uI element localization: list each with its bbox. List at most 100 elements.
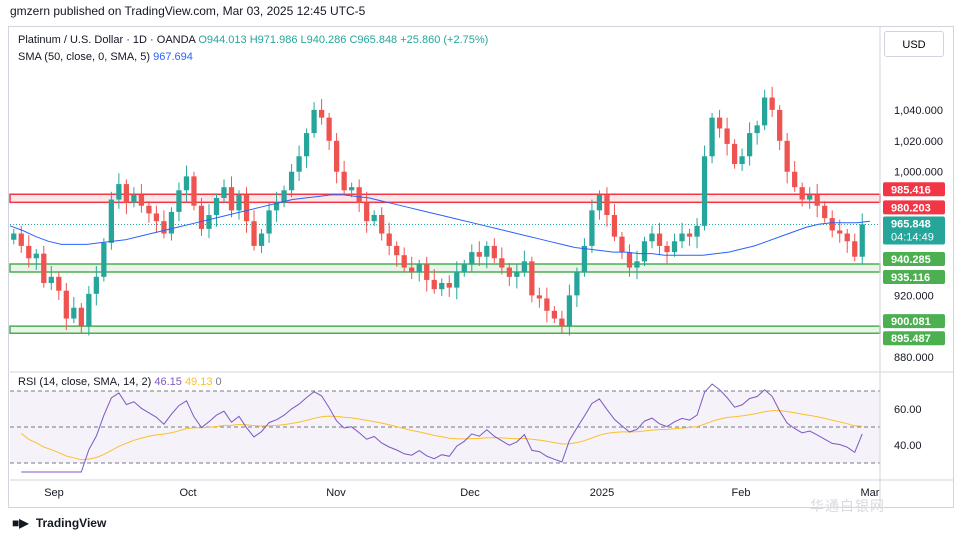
candle-body [829,218,835,231]
candle-body [236,194,242,211]
candle-body [859,224,865,257]
candle-body [604,194,610,215]
candle-body [123,184,130,203]
candle-body [521,261,527,273]
price-label-box [883,182,945,197]
candle-body [101,242,107,277]
candle-body [138,194,145,206]
chart-frame[interactable] [8,26,954,508]
rsi-tick-label: 60.00 [894,404,922,416]
candle-body [168,211,175,234]
candle-body [251,221,257,246]
zone-support [9,263,881,273]
candle-body [213,198,220,215]
price-label-text: 985.416 [891,184,931,196]
candle-body [153,213,160,222]
candle-body [709,117,715,157]
rsi-label: RSI (14, close, SMA, 14, 2) [18,376,152,388]
candle-body [183,176,190,191]
rsi-ma-value: 49.13 [184,376,213,388]
price-label-text: 935.116 [891,272,930,284]
candle-body [371,215,377,222]
candle-body [431,279,437,290]
price-tick-label: 880.000 [894,352,934,364]
candle-body [318,109,325,118]
rsi-line [21,383,863,473]
candle-body [176,190,182,212]
candle-body [506,267,512,277]
candle-body [461,264,467,273]
candle-body [589,210,595,246]
candle-body [191,176,197,206]
price-label-box [883,252,945,267]
candle-body [108,199,114,243]
candle-body [334,140,340,172]
countdown-text: 04:14:49 [891,232,934,244]
price-tick-label: 1,020.000 [894,136,943,148]
candle-body [71,307,77,319]
ohlc-low: L940.286 [300,34,347,46]
price-label-box [883,200,945,215]
candle-body [484,245,490,257]
candle-body [26,245,32,259]
tradingview-footer[interactable]: ■▶ TradingView [12,516,106,530]
candle-body [409,267,415,273]
candle-body [529,261,535,296]
price-label-box [883,331,945,346]
x-axis-label: 2025 [590,487,614,499]
x-axis-label: Oct [179,487,196,499]
ohlc-open: O944.013 [198,34,247,46]
candle-body [146,205,152,214]
ohlc-close: C965.848 [349,34,398,46]
x-axis-label: Mar [861,487,880,499]
candle-body [837,230,843,234]
candle-body [514,272,520,277]
candle-body [326,117,332,141]
candle-body [716,117,723,129]
candle-body [439,283,445,290]
candle-body [701,156,708,226]
candle-body [852,241,858,257]
rsi-legend: RSI (14, close, SMA, 14, 2) 46.15 49.13 … [18,376,222,388]
candle-body [206,215,212,229]
price-label-box [883,314,945,329]
candle-body [221,187,227,198]
sma-label: SMA (50, close, 0, SMA, 5) [18,51,151,63]
candle-body [731,143,738,164]
candle-body [754,125,760,134]
candle-body [792,171,798,188]
candle-body [814,194,820,206]
currency-selector[interactable]: USD [884,31,944,57]
price-tick-label: 920.000 [894,290,934,302]
candle-body [258,233,265,246]
candle-body [559,318,565,327]
candle-body [341,171,347,191]
candle-body [288,171,295,191]
candle-body [454,272,460,288]
candle-body [664,245,670,253]
candle-body [364,202,370,222]
candle-body [131,194,137,203]
candle-body [401,255,407,268]
symbol-legend: Platinum / U.S. Dollar · 1D · OANDA O944… [18,34,488,46]
candle-body [93,276,99,294]
candle-body [596,194,603,211]
candle-body [379,215,385,234]
candle-body [641,241,648,262]
candle-body [611,215,618,237]
candle-body [469,252,475,265]
rsi-ma-line [20,410,863,461]
candle-body [424,264,430,280]
price-label-box [883,270,945,285]
x-axis-label: Sep [44,487,64,499]
candle-body [686,233,693,237]
candle-body [671,241,678,253]
candle-body [634,261,640,268]
x-axis-label: Dec [460,487,480,499]
candle-body [724,128,730,144]
candle-body [416,264,422,273]
rsi-value: 46.15 [154,376,182,388]
candle-body [198,205,205,229]
candle-body [356,187,362,203]
